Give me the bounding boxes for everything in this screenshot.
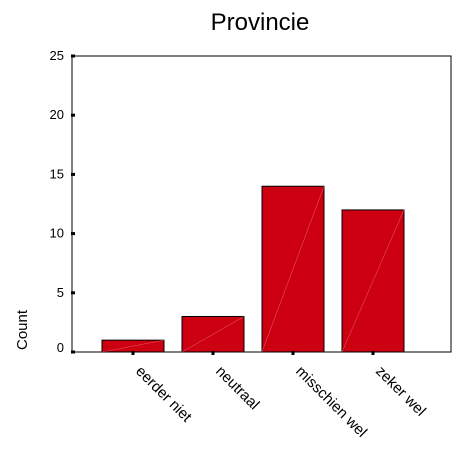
x-tick xyxy=(291,351,295,355)
y-tick-label: 10 xyxy=(50,226,64,241)
x-tick xyxy=(131,351,135,355)
y-tick xyxy=(71,54,75,58)
y-axis-label: Count xyxy=(14,309,31,350)
y-tick xyxy=(71,172,75,176)
bar-sheen xyxy=(181,316,245,353)
y-tick xyxy=(71,232,75,236)
y-tick-label: 25 xyxy=(50,48,64,63)
y-tick xyxy=(71,350,75,354)
chart-title: Provincie xyxy=(211,9,310,36)
y-tick-label: 5 xyxy=(57,285,64,300)
x-tick xyxy=(211,351,215,355)
y-tick-label: 20 xyxy=(50,107,64,122)
y-tick-label: 15 xyxy=(50,166,64,181)
bar-sheen xyxy=(101,339,165,353)
y-tick xyxy=(71,113,75,117)
y-tick-label: 0 xyxy=(57,340,64,355)
bar-sheen xyxy=(341,209,405,353)
x-tick xyxy=(371,351,375,355)
bar-sheen xyxy=(261,186,325,353)
y-tick xyxy=(71,291,75,295)
